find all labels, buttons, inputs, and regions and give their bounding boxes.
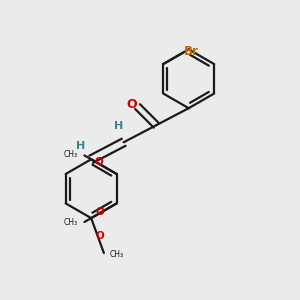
- Text: O: O: [95, 231, 104, 241]
- Text: O: O: [95, 157, 103, 167]
- Text: CH₃: CH₃: [64, 150, 78, 159]
- Text: CH₃: CH₃: [64, 218, 78, 227]
- Text: H: H: [76, 141, 85, 151]
- Text: H: H: [114, 121, 123, 131]
- Text: O: O: [95, 207, 104, 217]
- Text: Br: Br: [184, 45, 199, 58]
- Text: O: O: [127, 98, 137, 111]
- Text: CH₃: CH₃: [110, 250, 124, 259]
